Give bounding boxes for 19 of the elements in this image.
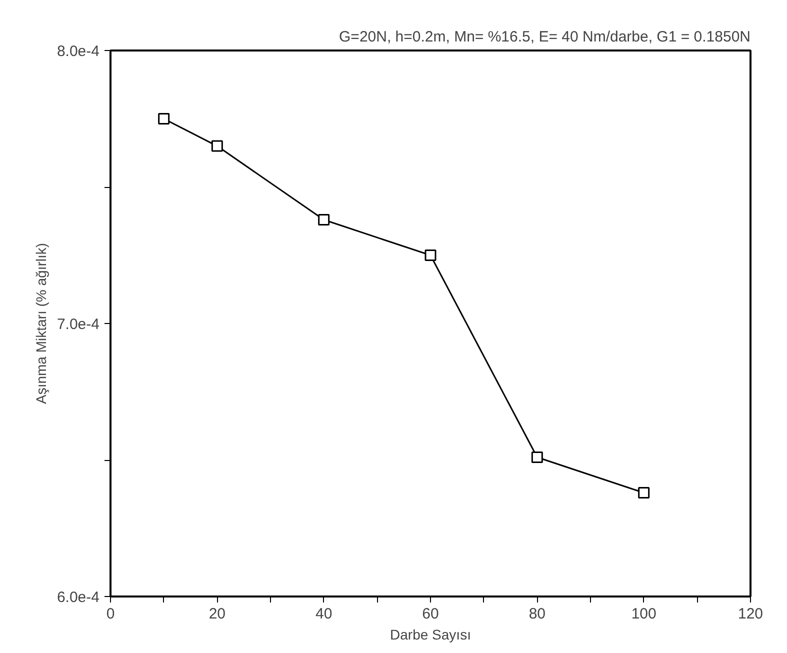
x-tick-label: 0 xyxy=(106,606,115,622)
y-tick-label: 8.0e-4 xyxy=(56,43,100,60)
point xyxy=(211,140,223,152)
point xyxy=(531,452,543,464)
x-tick-label: 120 xyxy=(738,606,764,622)
point xyxy=(424,250,436,261)
point xyxy=(638,487,650,499)
x-tick-label: 100 xyxy=(631,606,656,622)
y-tick-label: 7.0e-4 xyxy=(56,316,100,333)
y-tick-label: 6.0e-4 xyxy=(56,589,100,606)
x-tick-label: 60 xyxy=(422,606,439,622)
x-tick-label: 40 xyxy=(315,606,332,622)
point xyxy=(158,113,170,124)
point xyxy=(318,214,330,226)
x-axis-title: Darbe Sayısı xyxy=(390,626,471,642)
chart-title: G=20N, h=0.2m, Mn= %16.5, E= 40 Nm/darbe, G1 = 0.1850N xyxy=(339,28,751,46)
y-axis-title: Aşınma Miktarı (% ağırlık) xyxy=(32,242,49,404)
x-tick-label: 80 xyxy=(528,606,546,622)
x-tick-label: 20 xyxy=(208,606,226,622)
